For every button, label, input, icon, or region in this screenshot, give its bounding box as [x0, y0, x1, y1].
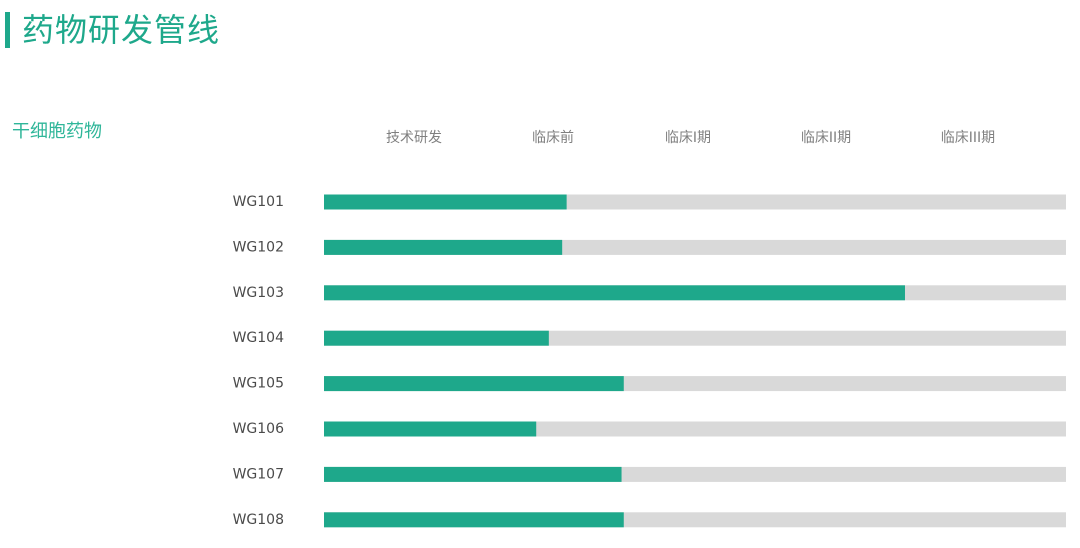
- drug-label: WG101: [233, 194, 284, 210]
- drug-label: WG108: [233, 512, 284, 528]
- stage-label: 临床I期: [665, 130, 711, 146]
- progress-bar: [324, 421, 537, 437]
- drug-label: WG105: [233, 376, 284, 392]
- drug-label: WG107: [233, 466, 284, 482]
- drug-label: WG102: [233, 239, 284, 255]
- stage-label: 临床II期: [801, 130, 851, 146]
- progress-bar: [324, 330, 549, 346]
- progress-bar: [324, 194, 567, 210]
- progress-bar: [324, 239, 563, 255]
- page-title: 药物研发管线: [22, 11, 221, 49]
- title-accent-bar: [5, 12, 10, 48]
- drug-label: WG103: [233, 285, 284, 301]
- drug-label: WG104: [233, 330, 285, 346]
- drug-label: WG106: [233, 421, 285, 437]
- stage-label: 技术研发: [386, 130, 442, 146]
- category-label: 干细胞药物: [12, 121, 102, 142]
- stage-label: 临床III期: [941, 130, 995, 146]
- progress-bar: [324, 285, 905, 301]
- progress-bar: [324, 512, 624, 528]
- progress-bar: [324, 376, 624, 392]
- stage-label: 临床前: [532, 129, 574, 146]
- progress-bar: [324, 466, 622, 482]
